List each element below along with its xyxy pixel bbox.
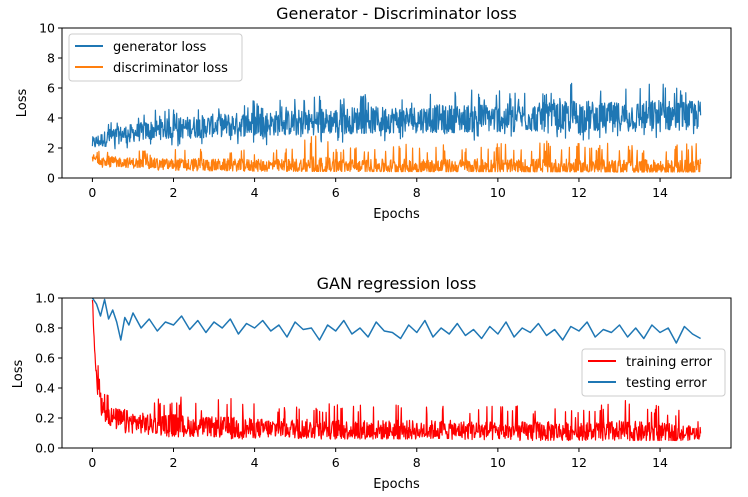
legend-label-testing: testing error <box>626 376 707 391</box>
legend-label-training: training error <box>626 355 713 370</box>
y-axis-label-top: Loss <box>15 89 30 118</box>
x-tick-label-top-5: 10 <box>490 185 506 200</box>
y-tick-label-bottom-0: 0.0 <box>35 441 55 456</box>
y-tick-label-top-1: 2 <box>47 141 55 156</box>
ticks-bottom: 0 2 4 6 8 10 12 14 0.0 0.2 0.4 0.6 0.8 1.0 <box>35 291 668 471</box>
x-axis-label-bottom: Epochs <box>373 477 420 492</box>
x-tick-label-top-6: 12 <box>571 185 587 200</box>
x-tick-label-top-0: 0 <box>88 185 96 200</box>
y-axis-label-bottom: Loss <box>11 360 26 389</box>
chart-title-top: Generator - Discriminator loss <box>276 4 517 23</box>
legend-box-top <box>68 33 243 82</box>
chart-generator-discriminator: 0 2 4 6 8 10 12 14 0 2 4 6 8 10 Generator - Discrimin… <box>15 4 732 222</box>
y-tick-label-bottom-4: 0.8 <box>35 321 55 336</box>
chart-gan-regression: 0 2 4 6 8 10 12 14 0.0 0.2 0.4 0.6 0.8 1.0 GAN regres… <box>11 274 732 492</box>
x-tick-label-top-7: 14 <box>652 185 668 200</box>
y-tick-label-top-2: 4 <box>47 111 55 126</box>
series-group-top <box>91 82 702 173</box>
x-tick-label-bottom-4: 8 <box>413 455 421 470</box>
series-line-discriminator-loss <box>91 135 702 173</box>
x-tick-label-bottom-2: 4 <box>251 455 259 470</box>
x-tick-label-top-2: 4 <box>251 185 259 200</box>
x-tick-label-bottom-0: 0 <box>88 455 96 470</box>
legend-bottom: training error testing error <box>581 348 726 397</box>
x-tick-label-bottom-6: 12 <box>571 455 587 470</box>
x-tick-label-bottom-3: 6 <box>332 455 340 470</box>
x-axis-label-top: Epochs <box>373 207 420 222</box>
y-tick-label-bottom-1: 0.2 <box>35 411 55 426</box>
legend-box-bottom <box>581 348 726 397</box>
series-line-testing-error <box>91 297 701 344</box>
series-line-generator-loss <box>91 82 702 150</box>
y-tick-label-bottom-2: 0.4 <box>35 381 55 396</box>
y-tick-label-top-4: 8 <box>47 51 55 66</box>
y-tick-label-top-0: 0 <box>47 171 55 186</box>
series-line-training-error <box>91 300 702 442</box>
plot-frame-top <box>61 27 732 179</box>
series-group-bottom <box>91 297 702 442</box>
y-tick-label-top-5: 10 <box>39 21 55 36</box>
x-tick-label-top-3: 6 <box>332 185 340 200</box>
x-tick-label-bottom-7: 14 <box>652 455 668 470</box>
chart-title-bottom: GAN regression loss <box>317 274 477 293</box>
x-tick-label-bottom-5: 10 <box>490 455 506 470</box>
ticks-top: 0 2 4 6 8 10 12 14 0 2 4 6 8 10 <box>39 21 668 201</box>
x-tick-label-top-4: 8 <box>413 185 421 200</box>
legend-label-generator: generator loss <box>113 40 207 55</box>
y-tick-label-bottom-5: 1.0 <box>35 291 55 306</box>
y-tick-label-bottom-3: 0.6 <box>35 351 55 366</box>
y-tick-label-top-3: 6 <box>47 81 55 96</box>
legend-top: generator loss discriminator loss <box>68 33 243 82</box>
plot-frame-bottom <box>61 297 732 449</box>
legend-label-discriminator: discriminator loss <box>113 61 228 76</box>
x-tick-label-bottom-1: 2 <box>170 455 178 470</box>
x-tick-label-top-1: 2 <box>170 185 178 200</box>
